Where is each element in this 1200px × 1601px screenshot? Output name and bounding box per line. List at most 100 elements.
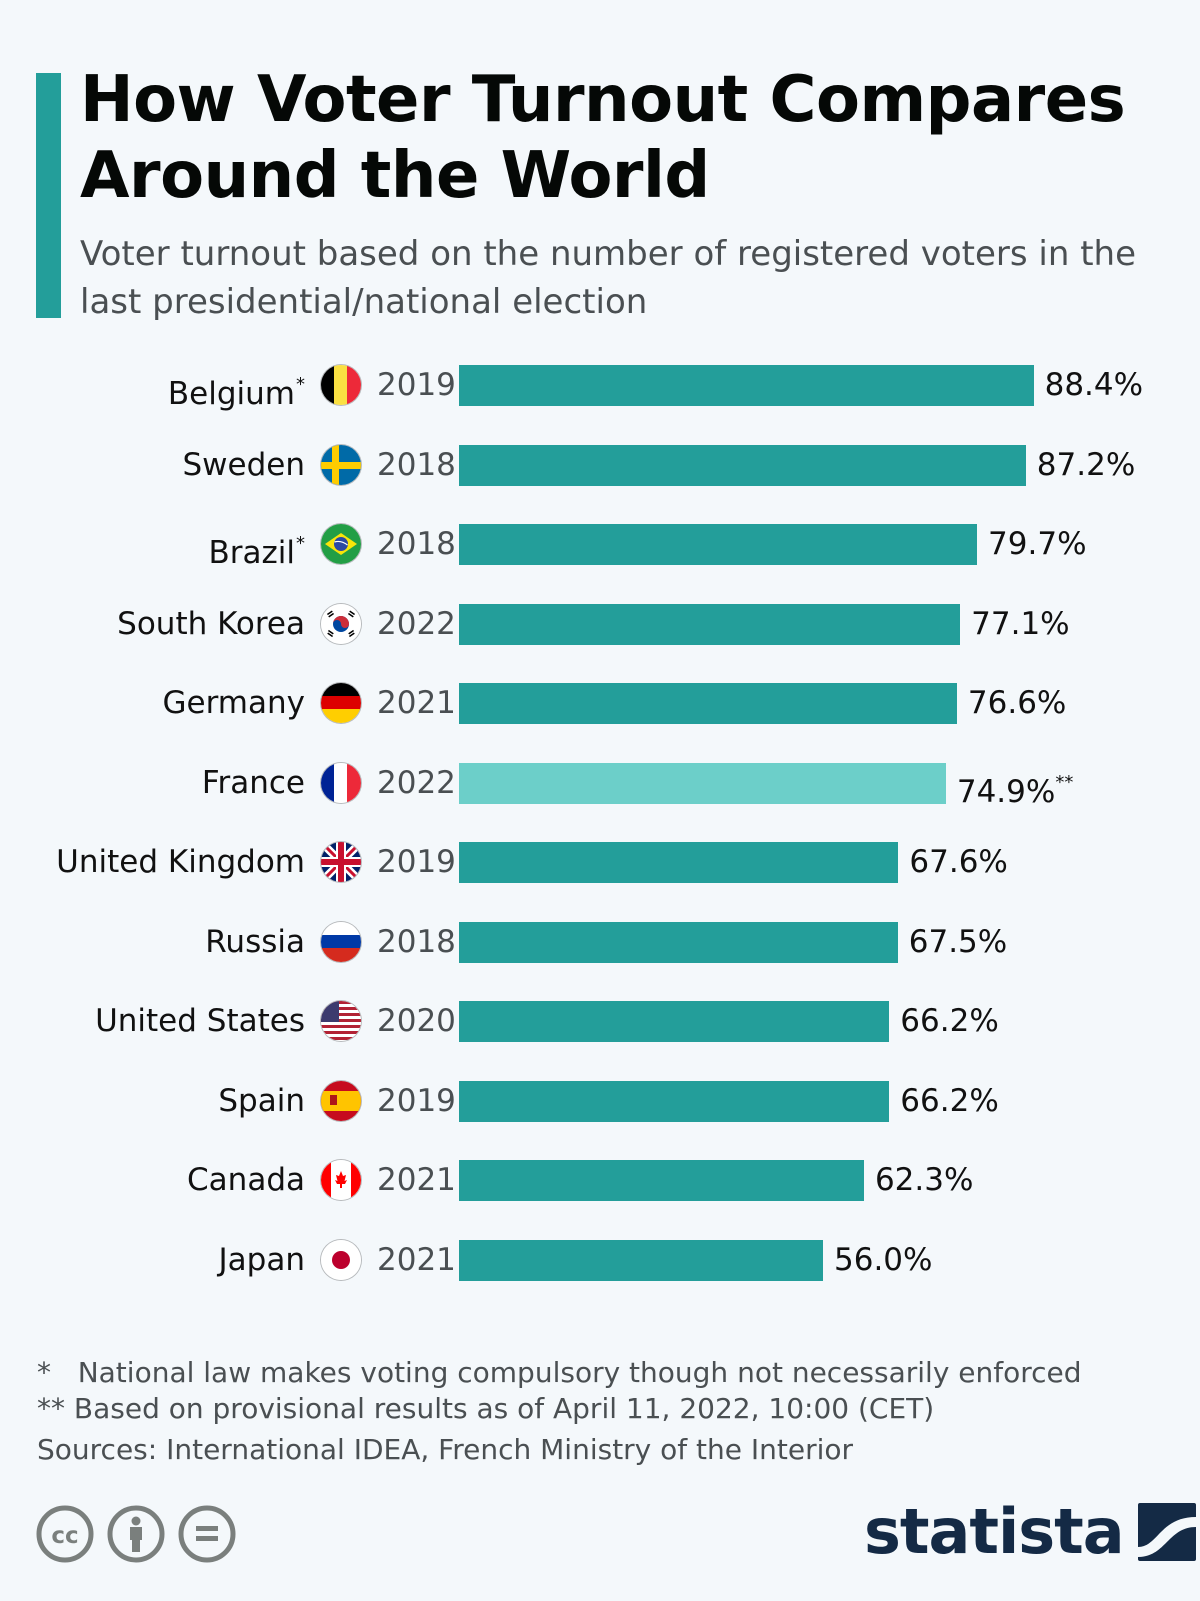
footnote-marker: *	[296, 533, 305, 554]
value-label: 66.2%	[900, 1001, 998, 1041]
chart-row: South Korea 2022 77.1%	[0, 594, 1200, 675]
value-label: 67.5%	[909, 922, 1007, 962]
country-label: South Korea	[117, 604, 305, 644]
country-name: Japan	[218, 1241, 305, 1278]
country-label: Brazil*	[208, 524, 305, 573]
country-name: United Kingdom	[56, 844, 305, 880]
value-text: 56.0%	[834, 1241, 933, 1278]
no-derivatives-icon[interactable]	[178, 1505, 236, 1563]
bar	[459, 842, 899, 883]
election-year: 2021	[377, 685, 456, 721]
country-name: Brazil	[208, 535, 295, 571]
chart-row: Japan 2021 56.0%	[0, 1230, 1200, 1311]
statista-logo-icon	[1137, 1502, 1196, 1561]
country-label: Canada	[187, 1160, 305, 1200]
title-accent-bar	[36, 73, 61, 318]
country-name: Spain	[218, 1082, 305, 1119]
country-name: France	[201, 764, 305, 801]
country-label: Russia	[205, 922, 305, 962]
election-year: 2022	[377, 605, 456, 642]
value-text: 88.4%	[1044, 367, 1144, 403]
canada-flag-icon	[321, 1160, 361, 1200]
bar-chart: Belgium* 2019 88.4% Sweden 2018 87.2% Brazil* 2…	[0, 355, 1200, 1315]
country-name: Canada	[187, 1162, 305, 1198]
country-label: United Kingdom	[56, 842, 305, 882]
chart-row: Brazil* 2018 79.7%	[0, 514, 1200, 595]
footnote-compulsory: * National law makes voting compulsory t…	[37, 1356, 1082, 1389]
chart-row: Belgium* 2019 88.4%	[0, 355, 1200, 436]
country-label: Spain	[218, 1081, 305, 1121]
chart-row: Russia 2018 67.5%	[0, 912, 1200, 993]
value-label: 77.1%	[971, 604, 1069, 644]
footnotes: * National law makes voting compulsory t…	[37, 1355, 1082, 1468]
value-text: 66.2%	[900, 1082, 999, 1119]
chart-row: Sweden 2018 87.2%	[0, 435, 1200, 516]
election-year: 2021	[377, 1162, 456, 1198]
election-year: 2018	[377, 446, 456, 483]
value-label: 56.0%	[834, 1240, 932, 1280]
country-label: Germany	[163, 683, 305, 723]
chart-row: Germany 2021 76.6%	[0, 673, 1200, 754]
logo-text: statista	[864, 1495, 1125, 1568]
election-year: 2019	[377, 367, 456, 403]
value-text: 87.2%	[1036, 446, 1136, 483]
attribution-icon[interactable]	[107, 1505, 165, 1563]
chart-title: How Voter Turnout Compares Around the Wo…	[80, 63, 1126, 213]
chart-row: United Kingdom 2019 67.6%	[0, 832, 1200, 913]
election-year: 2021	[377, 1241, 456, 1278]
country-name: Belgium	[167, 376, 295, 412]
value-text: 66.2%	[900, 1003, 999, 1039]
bar	[459, 921, 898, 963]
sources: Sources: International IDEA, French Mini…	[37, 1433, 854, 1466]
country-name: Germany	[162, 685, 305, 721]
footnote-provisional: ** Based on provisional results as of Ap…	[37, 1392, 935, 1425]
svg-text:cc: cc	[51, 1523, 78, 1549]
value-label: 62.3%	[875, 1160, 973, 1200]
country-label: Sweden	[182, 445, 305, 485]
statista-logo[interactable]: statista	[864, 1495, 1196, 1568]
belgium-flag-icon	[321, 365, 361, 405]
election-year: 2019	[377, 1082, 456, 1119]
value-text: 76.6%	[967, 685, 1067, 721]
election-year: 2020	[377, 1003, 456, 1039]
us-flag-icon	[321, 1001, 361, 1041]
bar	[459, 524, 978, 565]
uk-flag-icon	[321, 842, 361, 882]
cc-icon[interactable]: cc	[36, 1505, 94, 1563]
election-year: 2018	[377, 923, 456, 960]
sweden-flag-icon	[321, 444, 361, 485]
chart-row: United States 2020 66.2%	[0, 991, 1200, 1072]
election-year: 2019	[377, 844, 456, 880]
election-year: 2018	[377, 526, 456, 562]
license-icons: cc	[36, 1505, 236, 1563]
chart-subtitle: Voter turnout based on the number of reg…	[80, 234, 1136, 322]
value-text: 74.9%	[956, 773, 1056, 810]
bar	[459, 603, 961, 645]
value-label: 74.9%**	[957, 763, 1073, 812]
bar	[459, 365, 1034, 406]
country-label: Japan	[219, 1240, 305, 1280]
japan-flag-icon	[321, 1239, 361, 1280]
value-label: 87.2%	[1037, 445, 1135, 485]
bar	[459, 762, 946, 804]
value-text: 77.1%	[971, 605, 1070, 642]
bar	[459, 683, 957, 724]
country-name: United States	[95, 1003, 305, 1039]
germany-flag-icon	[321, 683, 361, 723]
country-name: Sweden	[182, 446, 305, 483]
bar	[459, 444, 1026, 486]
bar	[459, 1160, 864, 1201]
chart-row: France 2022 74.9%**	[0, 753, 1200, 834]
south-korea-flag-icon	[321, 603, 361, 644]
footnote-marker: **	[1055, 771, 1074, 793]
value-text: 67.5%	[908, 923, 1008, 960]
country-label: France	[202, 763, 305, 803]
footnote-marker: *	[296, 374, 305, 395]
value-label: 79.7%	[988, 524, 1086, 564]
value-text: 67.6%	[909, 844, 1008, 880]
country-label: United States	[95, 1001, 305, 1041]
country-label: Belgium*	[168, 365, 305, 414]
bar	[459, 1080, 890, 1122]
value-text: 79.7%	[988, 526, 1087, 562]
election-year: 2022	[377, 764, 456, 801]
